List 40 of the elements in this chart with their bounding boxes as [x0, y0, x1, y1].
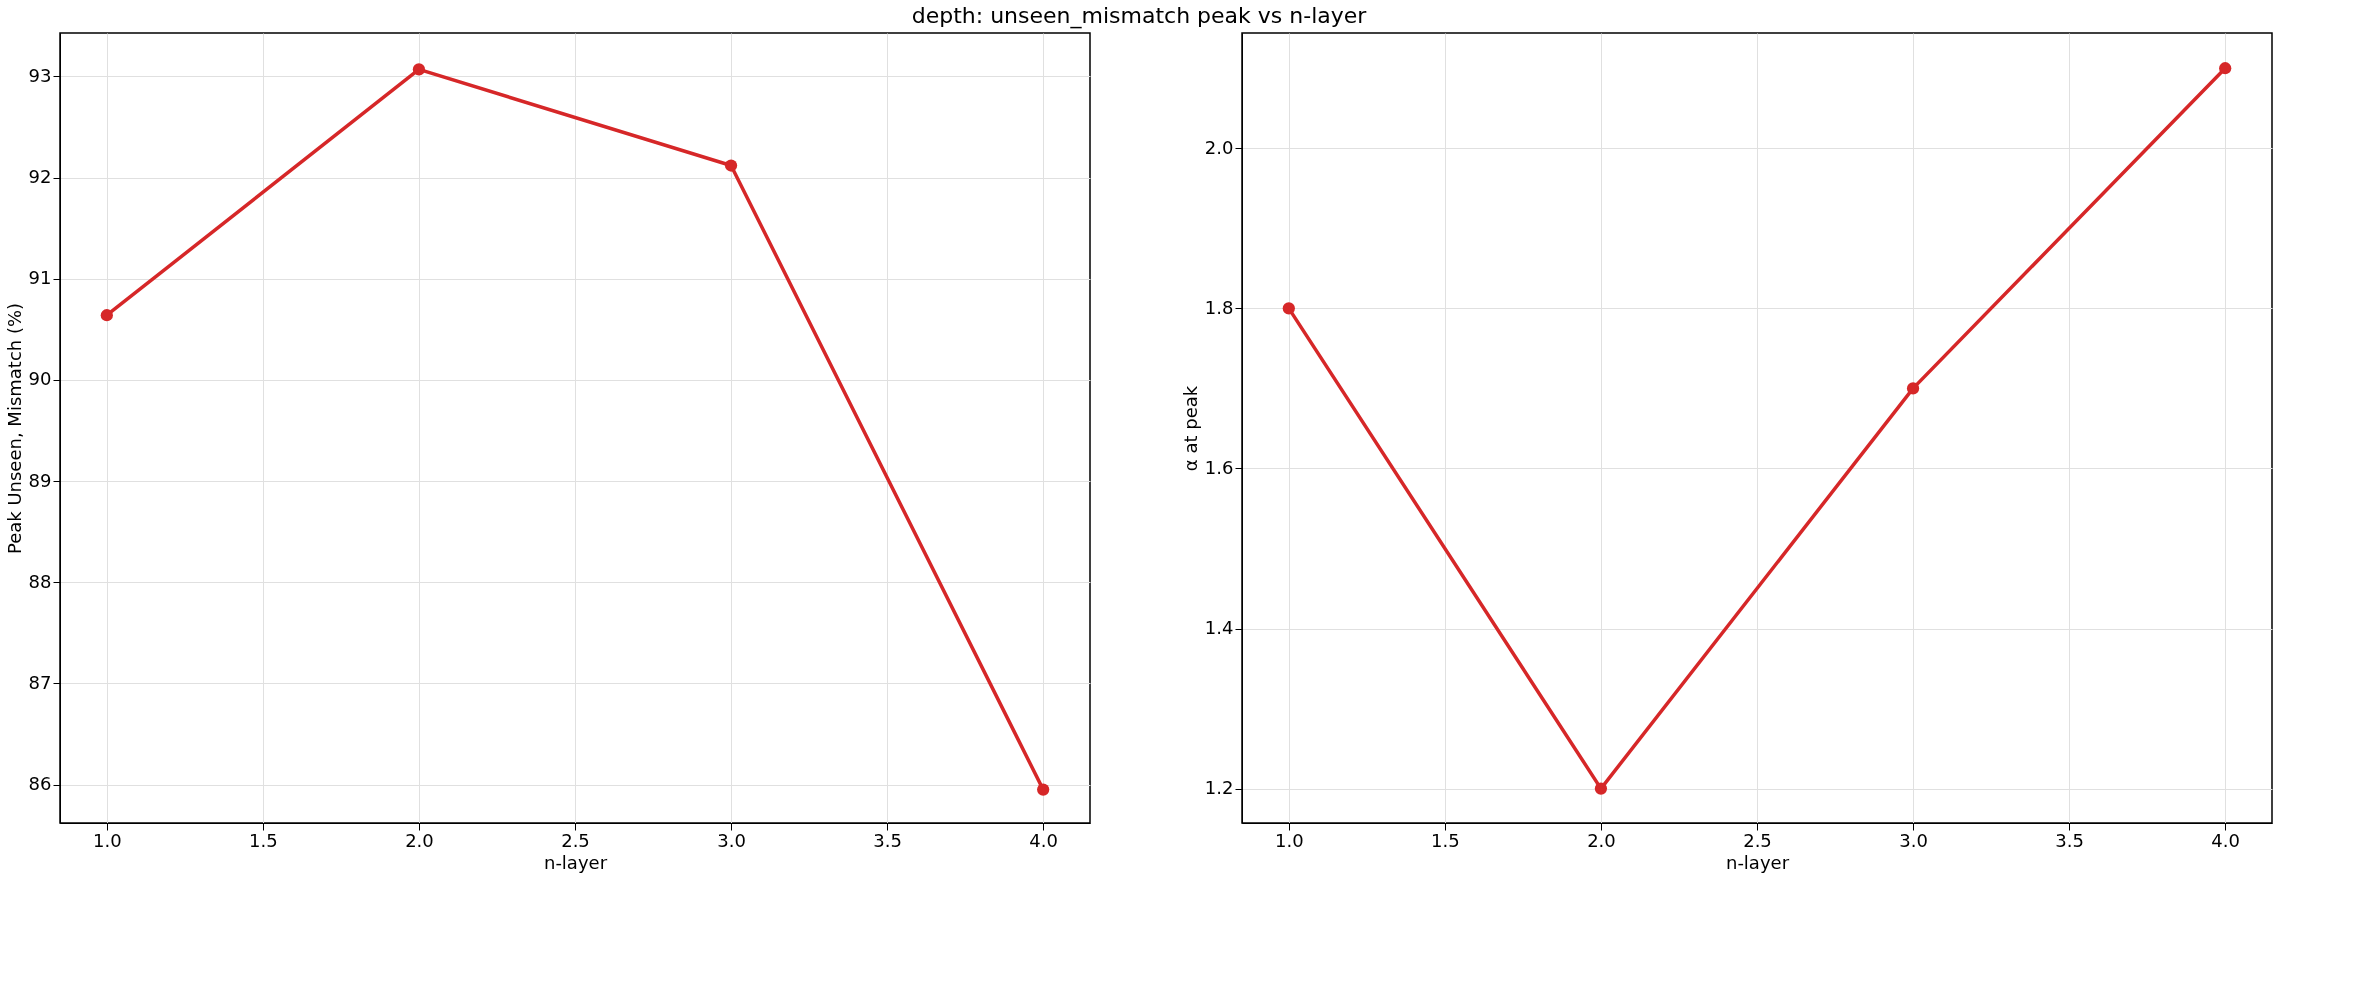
point	[1037, 783, 1050, 796]
y-tick-label: 93	[28, 65, 52, 86]
x-tick-label: 2.0	[1587, 829, 1616, 851]
x-tick-label: 1.5	[249, 829, 278, 851]
point	[412, 63, 426, 76]
x-tick-label: 1.0	[93, 829, 122, 851]
y-tick-label: 86	[28, 773, 52, 795]
x-tick-label: 3.0	[717, 829, 746, 851]
x-tick-label: 1.0	[1275, 829, 1304, 851]
y-tick-label: 1.2	[1204, 777, 1234, 799]
text: depth: unseen_mismatch peak vs n-layer	[911, 3, 1368, 30]
point	[724, 159, 738, 172]
y-tick-label: 87	[28, 671, 52, 693]
y-tick-label: 90	[28, 368, 52, 390]
y-tick-label: 1.8	[1204, 296, 1234, 318]
x-axis-title: n-layer	[543, 851, 608, 873]
point	[100, 309, 113, 322]
y-tick-label: 89	[28, 469, 52, 491]
x-tick-label: 2.0	[405, 829, 434, 851]
y-tick-label: 1.4	[1204, 617, 1234, 638]
point	[1594, 782, 1608, 795]
x-tick-label: 3.5	[873, 829, 902, 851]
y-tick-label: 88	[28, 570, 52, 592]
y-tick-label: 92	[28, 166, 52, 188]
y-tick-label: 91	[28, 267, 52, 289]
y-axis-title: α at peak	[1179, 385, 1201, 472]
y-axis-title: Peak Unseen, Mismatch (%)	[3, 302, 25, 555]
x-tick-label: 3.0	[1899, 829, 1928, 851]
x-tick-label: 2.5	[1743, 829, 1772, 851]
point	[1906, 382, 1920, 395]
x-axis-title: n-layer	[1725, 851, 1790, 873]
x-tick-label: 1.5	[1431, 829, 1460, 851]
y-tick-label: 2.0	[1204, 136, 1234, 158]
x-tick-label: 4.0	[1029, 829, 1058, 851]
point	[2219, 62, 2232, 75]
y-tick-label: 1.6	[1204, 456, 1234, 478]
point	[1282, 302, 1295, 315]
x-tick-label: 3.5	[2055, 829, 2084, 851]
x-tick-label: 4.0	[2211, 829, 2240, 851]
x-tick-label: 2.5	[561, 829, 590, 851]
